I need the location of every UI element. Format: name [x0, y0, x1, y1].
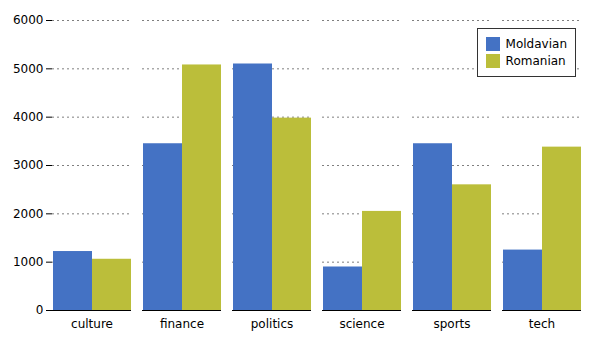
- svg-text:sports: sports: [433, 317, 470, 331]
- svg-text:2000: 2000: [13, 207, 44, 221]
- svg-text:6000: 6000: [13, 13, 44, 27]
- svg-text:0: 0: [36, 303, 44, 317]
- svg-text:3000: 3000: [13, 158, 44, 172]
- svg-text:tech: tech: [529, 317, 555, 331]
- svg-text:science: science: [339, 317, 384, 331]
- svg-text:5000: 5000: [13, 62, 44, 76]
- svg-text:politics: politics: [251, 317, 294, 331]
- html-text:Moldavian: Moldavian: [505, 37, 567, 51]
- html-text:Romanian: Romanian: [505, 54, 566, 68]
- svg-text:4000: 4000: [13, 110, 44, 124]
- svg-text:culture: culture: [71, 317, 113, 331]
- svg-text:finance: finance: [160, 317, 204, 331]
- svg-text:1000: 1000: [13, 255, 44, 269]
